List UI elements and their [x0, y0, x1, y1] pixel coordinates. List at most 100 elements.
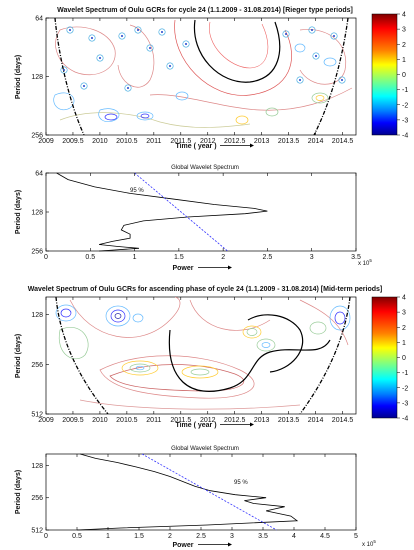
wavelet-midterm-colorbar-label: -4 — [402, 416, 408, 423]
wavelet-midterm-xtick-label: 2011 — [146, 417, 161, 424]
global-rieger-ytick-label: 256 — [31, 249, 43, 256]
wavelet-rieger-colorbar-ticks: 4 3 2 1 0 -1 -2 -3 -4 — [397, 12, 408, 140]
wavelet-rieger-xtick-label: 2010 — [92, 138, 108, 145]
global-midterm-multiplier: x 105 — [362, 539, 376, 548]
global-midterm-xtick-label: 0 — [44, 533, 48, 540]
global-midterm-significance-label: 95 % — [234, 480, 248, 486]
global-midterm-xtick-label: 2 — [168, 533, 172, 540]
global-midterm-axes: 0 0.5 1 1.5 2 2.5 3 3.5 4 4.5 5 128 256 512 — [31, 454, 358, 540]
wavelet-midterm-xtick-label: 2009 — [38, 417, 54, 424]
global-midterm-xtick-label: 2.5 — [196, 533, 206, 540]
global-rieger-title: Global Wavelet Spectrum — [171, 165, 239, 171]
wavelet-midterm-colorbar-label: 2 — [402, 325, 406, 332]
wavelet-rieger-colorbar-label: -4 — [402, 133, 408, 140]
wavelet-midterm-ylabel: Period (days) — [15, 334, 22, 378]
wavelet-midterm-xlabel: Time ( year ) — [175, 422, 216, 429]
wavelet-midterm-coi-right — [299, 297, 351, 414]
wavelet-rieger-xtick-label: 2009 — [38, 138, 54, 145]
panel-global-rieger: Global Wavelet Spectrum 95 % 0 0.5 1 1.5 2 2.… — [15, 165, 372, 272]
wavelet-rieger-xtick-label: 2013 — [254, 138, 270, 145]
wavelet-midterm-colorbar-label: -3 — [402, 400, 408, 407]
global-rieger-frame — [45, 172, 357, 252]
wavelet-midterm-colorbar-label: -1 — [402, 370, 408, 377]
wavelet-midterm-xlabel-arrowhead — [250, 422, 254, 427]
global-rieger-xtick-label: 3 — [310, 254, 314, 261]
global-rieger-plot — [56, 172, 268, 252]
wavelet-midterm-colorbar — [371, 296, 398, 419]
global-midterm-xtick-label: 4.5 — [320, 533, 330, 540]
wavelet-midterm-xtick-label: 2010 — [92, 417, 108, 424]
panel-wavelet-midterm: Wavelet Spectrum of Oulu GCRs for ascend… — [15, 286, 408, 429]
global-midterm-xtick-label: 4 — [292, 533, 296, 540]
wavelet-midterm-colorbar-ticks: 4 3 2 1 0 -1 -2 -3 -4 — [397, 295, 408, 423]
wavelet-midterm-xtick-label: 2012 — [200, 417, 216, 424]
global-midterm-xtick-label: 1.5 — [134, 533, 144, 540]
wavelet-midterm-ytick-label: 128 — [31, 312, 43, 319]
wavelet-midterm-coi-left — [55, 297, 109, 414]
panel-global-midterm: Global Wavelet Spectrum 95 % 0 0.5 1 1.5 2 2.… — [15, 446, 376, 549]
wavelet-rieger-ytick-label: 64 — [35, 16, 43, 23]
wavelet-rieger-xtick-label: 2012.5 — [224, 138, 246, 145]
wavelet-midterm-xtick-label: 2014.5 — [332, 417, 354, 424]
wavelet-midterm-xtick-label: 2013 — [254, 417, 270, 424]
wavelet-rieger-xtick-label: 2013.5 — [278, 138, 300, 145]
panel-wavelet-rieger: Wavelet Spectrum of Oulu GCRs for cycle … — [15, 7, 408, 150]
global-rieger-xlabel: Power — [172, 265, 193, 272]
global-midterm-xlabel: Power — [172, 542, 193, 549]
global-rieger-xtick-label: 0.5 — [85, 254, 95, 261]
wavelet-rieger-xtick-label: 2009.5 — [62, 138, 84, 145]
global-midterm-xtick-label: 0.5 — [72, 533, 82, 540]
wavelet-rieger-ylabel: Period (days) — [15, 55, 22, 99]
wavelet-rieger-colorbar-label: -2 — [402, 102, 408, 109]
wavelet-midterm-xtick-label: 2013.5 — [278, 417, 300, 424]
wavelet-rieger-colorbar-label: 4 — [402, 12, 406, 19]
global-midterm-xtick-label: 3.5 — [258, 533, 268, 540]
wavelet-rieger-xtick-label: 2010.5 — [116, 138, 138, 145]
global-midterm-ylabel: Period (days) — [15, 470, 22, 514]
wavelet-midterm-contours — [55, 297, 351, 414]
wavelet-rieger-colorbar-label: 0 — [402, 72, 406, 79]
wavelet-rieger-xlabel-arrowhead — [250, 143, 254, 148]
wavelet-midterm-axes: 2009 2009.5 2010 2010.5 2011 2011.5 2012 2012.5… — [31, 297, 353, 424]
global-midterm-xtick-label: 5 — [354, 533, 358, 540]
global-rieger-xtick-label: 2 — [221, 254, 225, 261]
wavelet-midterm-xtick-label: 2010.5 — [116, 417, 138, 424]
global-midterm-xlabel-arrowhead — [228, 542, 232, 547]
wavelet-midterm-xtick-label: 2014 — [308, 417, 324, 424]
wavelet-midterm-xtick-label: 2012.5 — [224, 417, 246, 424]
wavelet-rieger-colorbar-label: 1 — [402, 57, 406, 64]
wavelet-rieger-xtick-label: 2011 — [146, 138, 161, 145]
global-rieger-xtick-label: 1 — [133, 254, 137, 261]
wavelet-rieger-title: Wavelet Spectrum of Oulu GCRs for cycle … — [57, 7, 353, 14]
global-rieger-ytick-label: 64 — [35, 171, 43, 178]
wavelet-rieger-ytick-label: 128 — [31, 74, 43, 81]
global-rieger-xlabel-arrowhead — [228, 265, 232, 270]
wavelet-midterm-frame — [45, 296, 357, 415]
wavelet-rieger-xtick-label: 2014.5 — [332, 138, 354, 145]
wavelet-rieger-axes: 2009 2009.5 2010 2010.5 2011 2011.5 2012 2012.5… — [31, 16, 353, 146]
global-rieger-xtick-label: 0 — [44, 254, 48, 261]
wavelet-rieger-colorbar-label: -3 — [402, 117, 408, 124]
global-rieger-xtick-label: 2.5 — [263, 254, 273, 261]
global-midterm-xtick-label: 3 — [230, 533, 234, 540]
global-midterm-power-line — [76, 453, 299, 531]
wavelet-midterm-ytick-label: 512 — [31, 412, 43, 419]
global-rieger-significance-line — [134, 172, 228, 252]
wavelet-rieger-coi-left — [54, 18, 85, 135]
global-midterm-frame — [45, 453, 357, 531]
wavelet-rieger-colorbar — [371, 13, 398, 136]
global-rieger-ylabel: Period (days) — [15, 190, 22, 234]
wavelet-rieger-contours — [53, 18, 353, 135]
wavelet-rieger-colorbar-label: 3 — [402, 27, 406, 34]
global-midterm-significance-line — [141, 453, 277, 531]
global-midterm-ytick-label: 128 — [31, 463, 43, 470]
wavelet-rieger-colorbar-label: -1 — [402, 87, 408, 94]
wavelet-midterm-xtick-label: 2011.5 — [170, 417, 191, 424]
wavelet-midterm-colorbar-label: 3 — [402, 310, 406, 317]
global-rieger-xtick-label: 3.5 — [351, 254, 361, 261]
wavelet-midterm-colorbar-label: 1 — [402, 340, 406, 347]
wavelet-midterm-colorbar-label: -2 — [402, 385, 408, 392]
global-rieger-multiplier: x 105 — [358, 258, 372, 267]
wavelet-midterm-title: Wavelet Spectrum of Oulu GCRs for ascend… — [28, 286, 383, 293]
